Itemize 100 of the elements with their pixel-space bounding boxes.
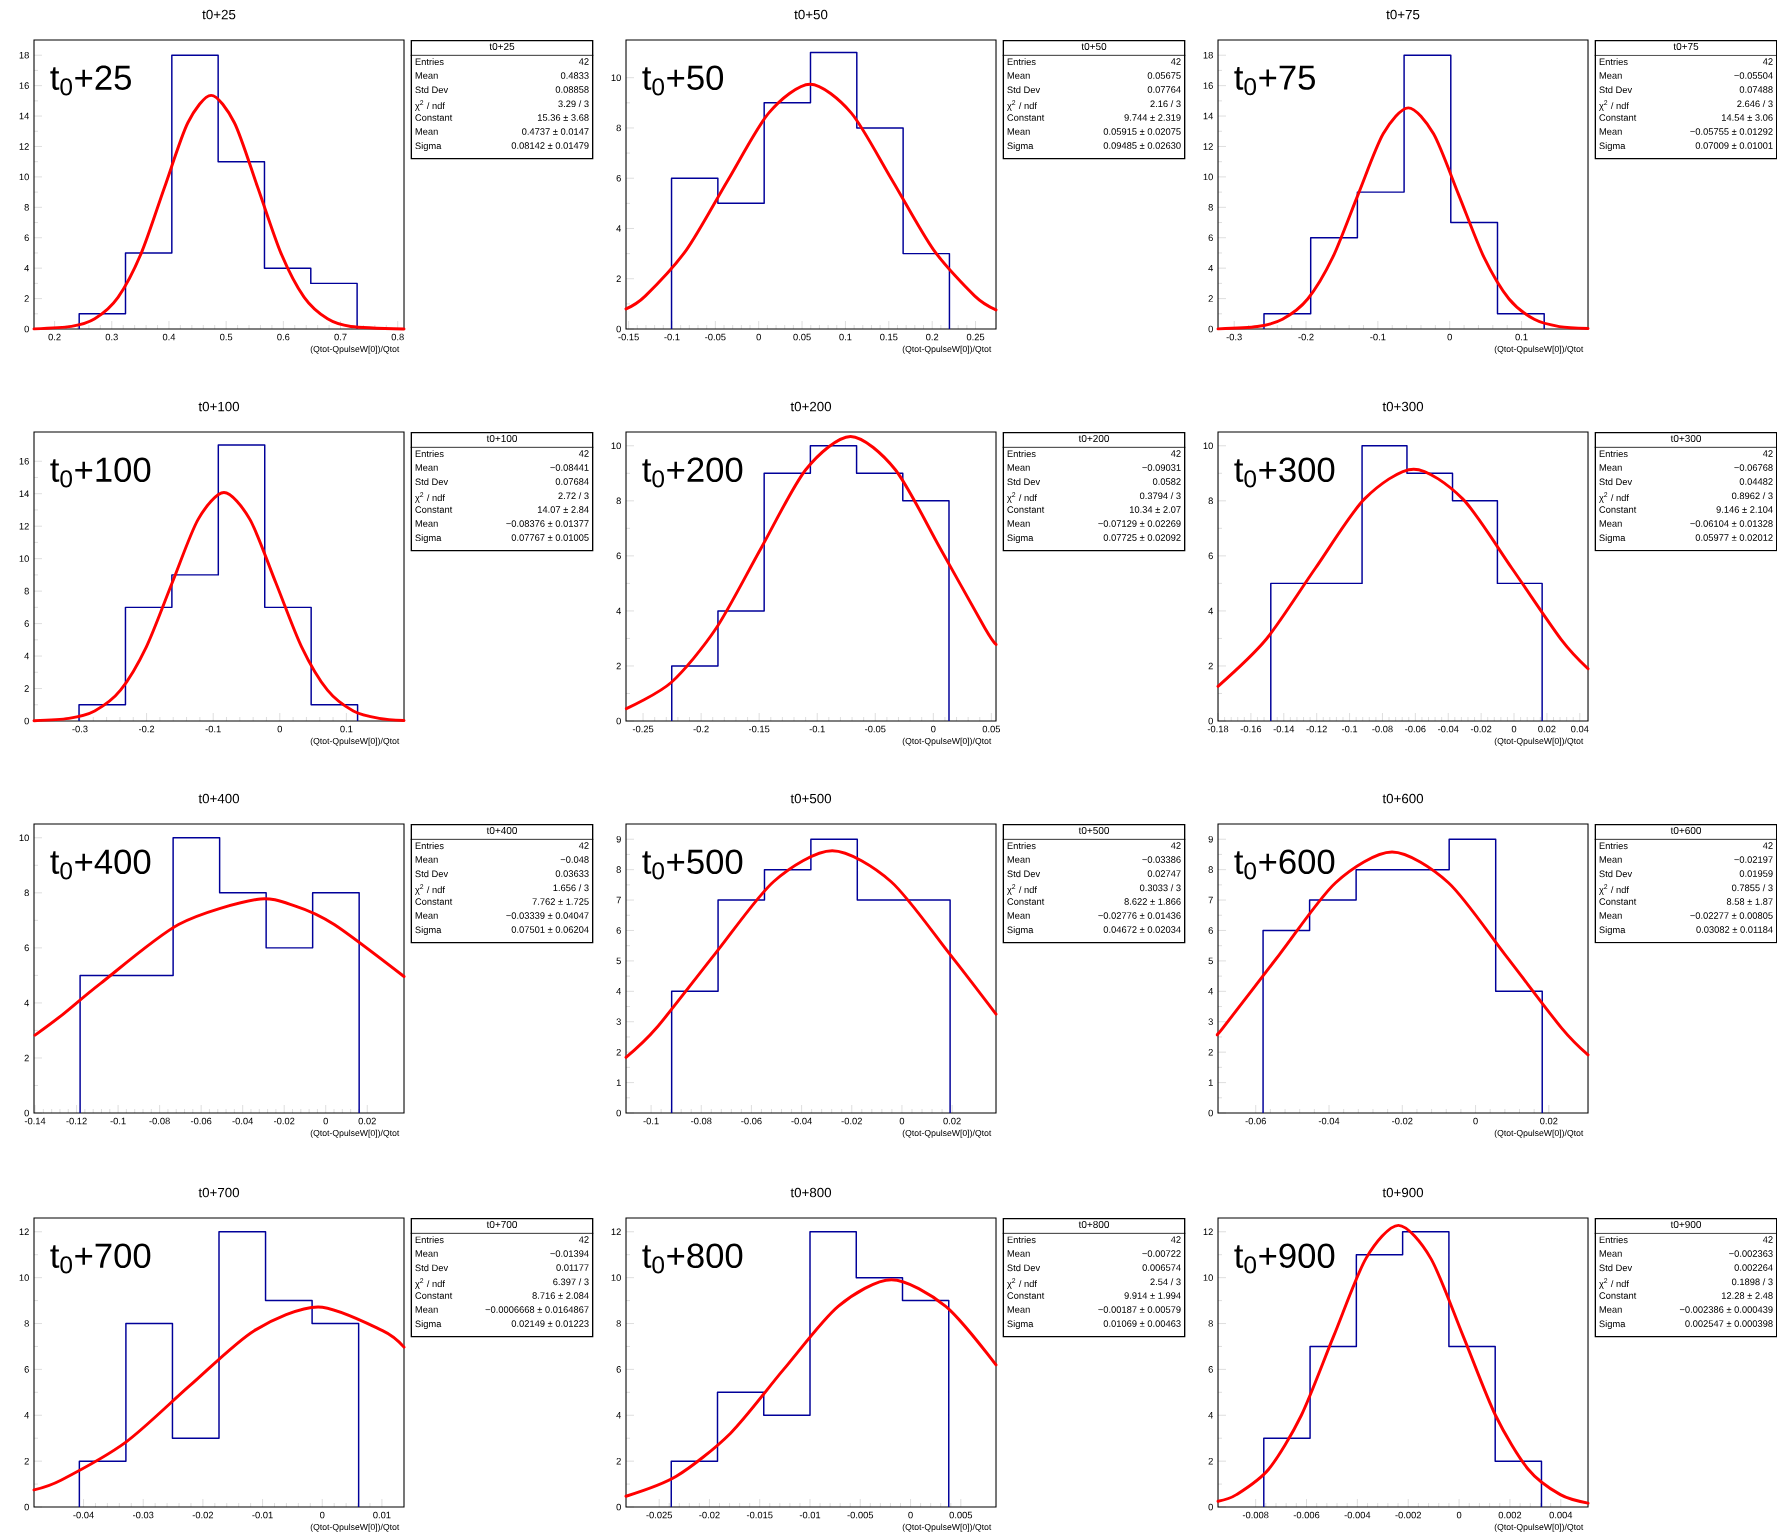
x-tick-label: -0.005 — [847, 1511, 874, 1519]
text: Sigma — [415, 534, 442, 543]
text: χ$^{2}$ / ndf — [415, 884, 445, 895]
text: 42 — [578, 450, 589, 457]
text: −0.00187 ± 0.00579 — [1098, 1306, 1181, 1313]
y-tick-label: 0 — [24, 325, 29, 333]
text: Mean — [1007, 128, 1030, 135]
chart-title: t0+400 — [198, 793, 240, 804]
y-tick-label: 5 — [616, 957, 621, 965]
text: Mean — [1599, 1250, 1622, 1257]
x-tick-label: -0.1 — [110, 1117, 126, 1125]
annotation: t$_{0}$+500 — [642, 849, 743, 880]
text: Sigma — [1599, 926, 1626, 935]
y-tick-label: 6 — [1208, 927, 1213, 934]
text: Sigma — [1007, 142, 1034, 151]
y-tick-label: 2 — [1208, 1457, 1213, 1465]
x-tick-label: 0.01 — [373, 1511, 391, 1519]
x-tick-label: -0.12 — [66, 1117, 87, 1125]
x-tick-label: -0.14 — [24, 1117, 46, 1125]
x-tick-label: -0.04 — [1318, 1117, 1340, 1125]
text: 9.146 ± 2.104 — [1716, 506, 1773, 513]
x-axis-title: (Qtot-QpulseW[0])/Qtot — [1494, 1129, 1584, 1138]
y-tick-label: 2 — [616, 1048, 621, 1056]
line-series — [32, 491, 406, 723]
text: −0.02776 ± 0.01436 — [1098, 912, 1181, 919]
x-axis-title: (Qtot-QpulseW[0])/Qtot — [1494, 737, 1584, 746]
x-tick-label: 0 — [1511, 725, 1517, 733]
y-tick-label: 16 — [1203, 82, 1213, 89]
text: 42 — [1170, 1236, 1181, 1243]
text: Sigma — [1007, 1320, 1034, 1329]
y-tick-label: 12 — [1203, 143, 1213, 150]
text: Entries — [1599, 450, 1628, 458]
text: Std Dev — [415, 478, 449, 486]
text: Mean — [415, 72, 438, 79]
x-tick-label: -0.06 — [741, 1117, 762, 1125]
text: 2.16 / 3 — [1150, 100, 1181, 108]
annotation: t$_{0}$+700 — [50, 1243, 151, 1274]
text: χ$^{2}$ / ndf — [1007, 1278, 1037, 1289]
y-tick-label: 6 — [1208, 1366, 1213, 1373]
x-tick-label: -0.02 — [841, 1117, 862, 1125]
y-tick-label: 8 — [24, 1320, 29, 1327]
x-axis-title: (Qtot-QpulseW[0])/Qtot — [310, 737, 400, 746]
y-tick-label: 10 — [19, 1274, 29, 1281]
text: χ$^{2}$ / ndf — [1599, 492, 1629, 503]
text: −0.048 — [560, 856, 589, 863]
y-tick-label: 6 — [24, 1366, 29, 1373]
y-tick-label: 8 — [24, 889, 29, 897]
y-tick-label: 8 — [1208, 497, 1213, 505]
text: Std Dev — [1007, 870, 1041, 878]
text: 9.914 ± 1.994 — [1124, 1292, 1181, 1299]
y-tick-label: 2 — [616, 1457, 621, 1465]
x-tick-label: -0.3 — [1226, 333, 1242, 341]
y-tick-label: 8 — [1208, 866, 1213, 873]
text: −0.05504 — [1734, 72, 1773, 79]
x-tick-label: 0.3 — [105, 333, 118, 341]
text: 0.8962 / 3 — [1731, 492, 1773, 500]
text: Constant — [1007, 114, 1045, 121]
text: 0.04482 — [1739, 478, 1773, 485]
line-series — [624, 1278, 998, 1498]
text: 8.622 ± 1.866 — [1124, 898, 1181, 905]
text: 10.34 ± 2.07 — [1129, 506, 1181, 513]
x-tick-label: -0.1 — [664, 333, 680, 341]
y-tick-label: 0 — [616, 717, 621, 725]
x-tick-label: 0 — [320, 1511, 325, 1519]
text: t0+900 — [1670, 1220, 1702, 1229]
x-axis-title: (Qtot-QpulseW[0])/Qtot — [1494, 345, 1584, 354]
x-tick-label: -0.3 — [72, 725, 88, 733]
y-tick-label: 4 — [1208, 264, 1214, 272]
y-tick-label: 14 — [19, 490, 30, 497]
x-tick-label: 0.02 — [358, 1117, 376, 1125]
chart-title: t0+25 — [202, 9, 236, 20]
x-tick-label: 0.8 — [391, 333, 404, 341]
text: 1.656 / 3 — [553, 884, 589, 892]
x-tick-label: 0 — [1447, 333, 1452, 341]
x-tick-label: -0.01 — [799, 1511, 821, 1519]
text: −0.0006668 ± 0.0164867 — [485, 1306, 589, 1313]
x-tick-label: 0 — [1473, 1117, 1478, 1125]
x-tick-label: 0.02 — [1538, 725, 1556, 733]
x-tick-label: 0.15 — [880, 333, 898, 341]
text: Mean — [1599, 128, 1622, 135]
text: 42 — [1762, 1236, 1773, 1243]
text: Mean — [1599, 856, 1622, 863]
text: 6.397 / 3 — [553, 1278, 589, 1286]
y-tick-label: 4 — [24, 999, 30, 1007]
x-tick-label: -0.2 — [1298, 333, 1314, 341]
y-tick-label: 0 — [1208, 1503, 1213, 1511]
text: Std Dev — [1599, 1264, 1633, 1272]
text: −0.03386 — [1142, 856, 1181, 863]
text: t0+800 — [1078, 1220, 1110, 1229]
y-tick-label: 4 — [616, 607, 622, 615]
text: χ$^{2}$ / ndf — [415, 100, 445, 111]
text: 12.28 ± 2.48 — [1721, 1292, 1773, 1299]
chart-title: t0+800 — [790, 1187, 832, 1198]
text: 7.762 ± 1.725 — [532, 898, 589, 905]
x-tick-label: -0.14 — [1273, 725, 1295, 733]
text: Constant — [415, 506, 453, 513]
text: 0.08858 — [555, 86, 589, 93]
y-tick-label: 3 — [616, 1018, 621, 1026]
y-tick-label: 8 — [1208, 1320, 1213, 1327]
text: 42 — [1170, 450, 1181, 457]
